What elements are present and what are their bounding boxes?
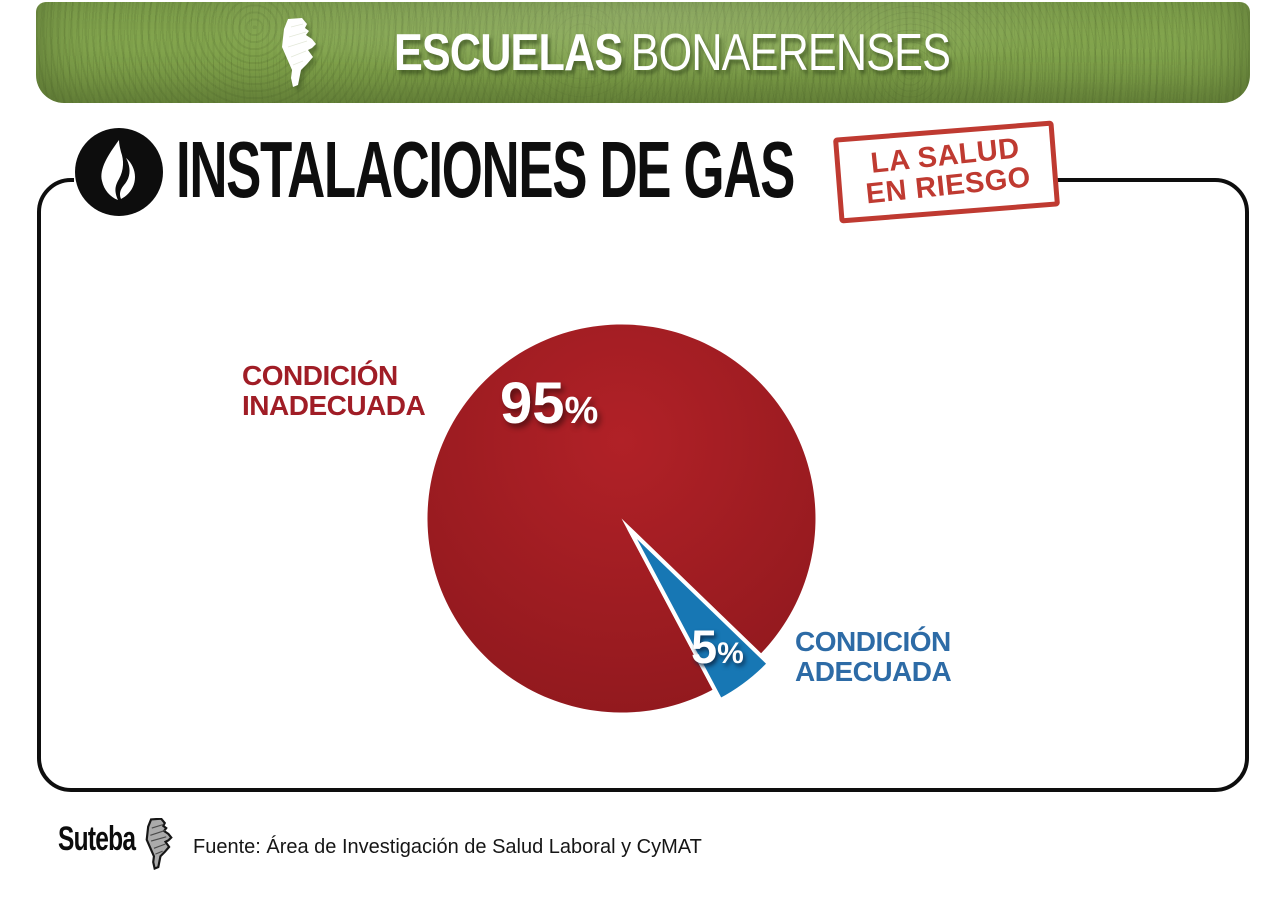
header-banner: ESCUELAS BONAERENSES bbox=[36, 2, 1250, 103]
label-inadecuada-line2: INADECUADA bbox=[242, 389, 426, 421]
label-inadecuada-line1: CONDICIÓN bbox=[242, 360, 398, 391]
value-5-sign: % bbox=[717, 637, 744, 670]
pie-chart bbox=[427, 324, 816, 713]
slice-condicion-inadecuada bbox=[427, 324, 816, 713]
buenos-aires-map-icon bbox=[281, 17, 316, 87]
suteba-logo: Suteba bbox=[58, 820, 136, 858]
source-text: Fuente: Área de Investigación de Salud L… bbox=[193, 836, 702, 858]
label-adecuada-line2: ADECUADA bbox=[795, 655, 952, 687]
label-adecuada-line1: CONDICIÓN bbox=[795, 626, 951, 657]
health-risk-stamp: LA SALUD EN RIESGO bbox=[832, 120, 1061, 224]
value-95-number: 95 bbox=[500, 371, 565, 436]
value-95-sign: % bbox=[564, 390, 599, 432]
label-condicion-inadecuada: CONDICIÓN INADECUADA bbox=[242, 360, 426, 421]
label-condicion-adecuada: CONDICIÓN ADECUADA bbox=[795, 626, 952, 687]
page-title: INSTALACIONES DE GAS bbox=[176, 125, 795, 214]
banner-title: ESCUELAS BONAERENSES bbox=[393, 23, 951, 83]
value-5-number: 5 bbox=[691, 620, 718, 673]
slice-condicion-adecuada bbox=[627, 526, 771, 703]
value-5-percent: 5% bbox=[691, 619, 744, 674]
suteba-map-icon bbox=[145, 818, 173, 870]
pie-chart-container bbox=[425, 322, 818, 715]
brand-escuelas: ESCUELAS bbox=[393, 23, 623, 82]
gas-flame-icon bbox=[75, 128, 163, 216]
brand-bonaerenses: BONAERENSES bbox=[630, 23, 951, 82]
value-95-percent: 95% bbox=[500, 370, 598, 437]
